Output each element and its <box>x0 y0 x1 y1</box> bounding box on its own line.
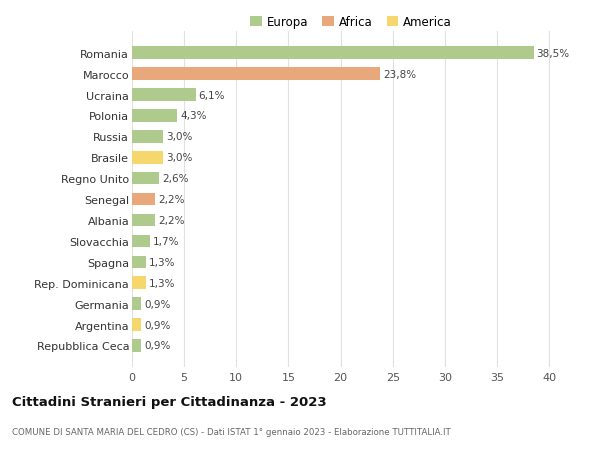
Bar <box>132 193 155 206</box>
Text: 2,2%: 2,2% <box>158 216 185 225</box>
Text: 1,3%: 1,3% <box>149 257 175 267</box>
Bar <box>132 319 142 331</box>
Text: 2,2%: 2,2% <box>158 195 185 205</box>
Text: 6,1%: 6,1% <box>199 90 225 101</box>
Bar <box>132 235 150 248</box>
Bar <box>132 89 196 101</box>
Text: 38,5%: 38,5% <box>536 49 570 59</box>
Bar <box>132 68 380 81</box>
Bar <box>132 131 163 143</box>
Text: 1,7%: 1,7% <box>153 236 179 246</box>
Bar <box>132 298 142 310</box>
Text: 0,9%: 0,9% <box>145 320 171 330</box>
Text: 2,6%: 2,6% <box>162 174 189 184</box>
Text: 1,3%: 1,3% <box>149 278 175 288</box>
Text: 3,0%: 3,0% <box>166 132 193 142</box>
Legend: Europa, Africa, America: Europa, Africa, America <box>245 11 457 34</box>
Text: 0,9%: 0,9% <box>145 341 171 351</box>
Text: 0,9%: 0,9% <box>145 299 171 309</box>
Bar <box>132 256 146 269</box>
Bar <box>132 214 155 227</box>
Bar <box>132 110 177 123</box>
Bar <box>132 47 533 60</box>
Bar <box>132 173 159 185</box>
Text: 23,8%: 23,8% <box>383 69 416 79</box>
Text: 4,3%: 4,3% <box>180 111 206 121</box>
Text: 3,0%: 3,0% <box>166 153 193 163</box>
Bar <box>132 151 163 164</box>
Bar <box>132 277 146 289</box>
Bar <box>132 340 142 352</box>
Text: Cittadini Stranieri per Cittadinanza - 2023: Cittadini Stranieri per Cittadinanza - 2… <box>12 395 326 408</box>
Text: COMUNE DI SANTA MARIA DEL CEDRO (CS) - Dati ISTAT 1° gennaio 2023 - Elaborazione: COMUNE DI SANTA MARIA DEL CEDRO (CS) - D… <box>12 427 451 436</box>
